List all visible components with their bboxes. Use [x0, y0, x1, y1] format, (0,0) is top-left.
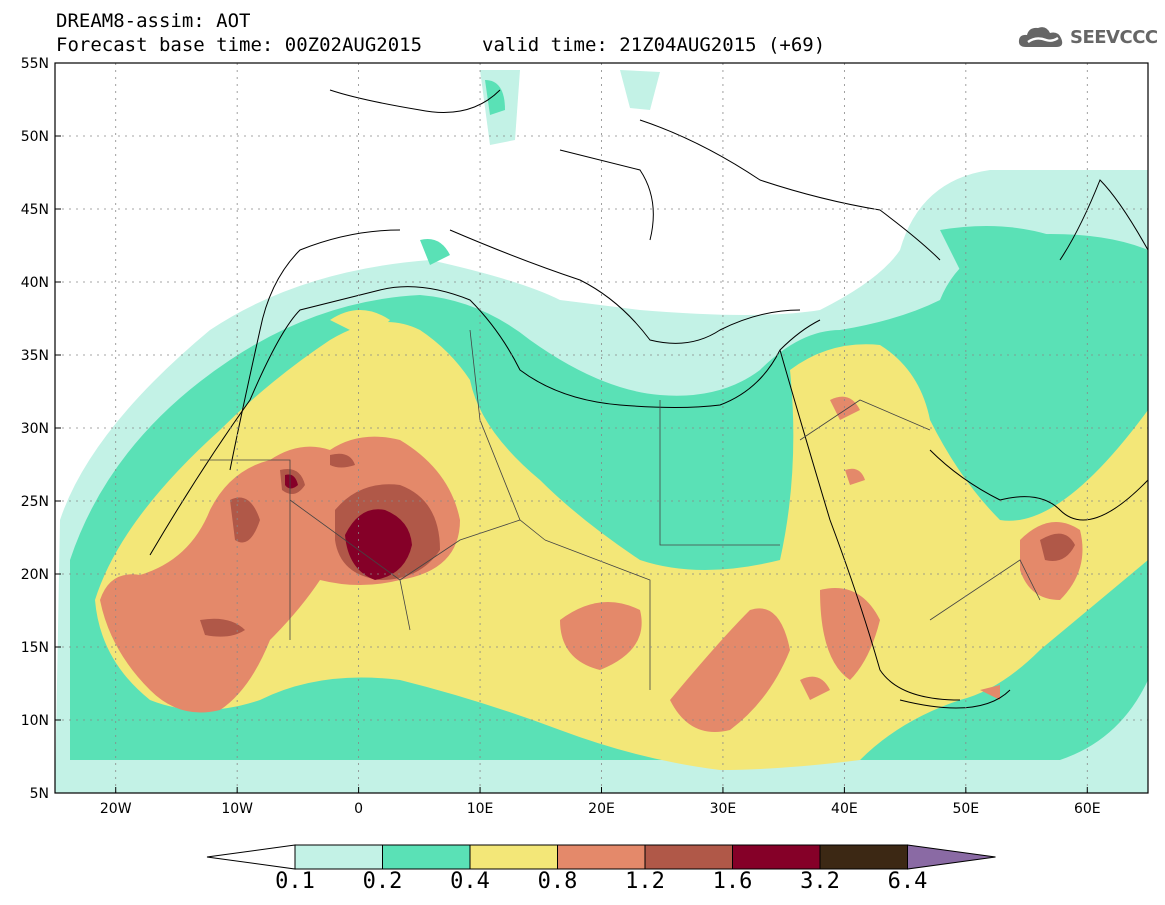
colorbar-label: 0.2 — [362, 869, 403, 894]
lon-tick-labels: 20W 10W 0 10E 20E 30E 40E 50E 60E — [100, 787, 1101, 817]
colorbar-label: 0.4 — [450, 869, 490, 894]
lat-tick-label: 30N — [21, 421, 49, 437]
lon-tick-label: 60E — [1074, 801, 1101, 817]
colorbar-label: 1.6 — [712, 869, 753, 894]
forecast-base-time: Forecast base time: 00Z02AUG2015 — [56, 34, 423, 56]
colorbar-swatch — [819, 844, 908, 870]
logo-text: SEEVCCC — [1070, 26, 1158, 48]
colorbar-swatch — [382, 844, 471, 870]
lat-tick-label: 25N — [21, 494, 49, 510]
colorbar-label: 3.2 — [800, 869, 840, 894]
colorbar-label: 6.4 — [887, 869, 928, 894]
colorbar-swatch — [732, 844, 821, 870]
lon-tick-label: 20E — [588, 801, 615, 817]
lon-tick-label: 30E — [710, 801, 737, 817]
colorbar-swatch — [469, 844, 558, 870]
cloud-icon — [1018, 27, 1063, 47]
country-borders — [200, 329, 1041, 690]
colorbar-swatch — [294, 844, 383, 870]
colorbar-label: 1.2 — [625, 869, 665, 894]
lat-tick-label: 40N — [21, 275, 49, 291]
lat-tick-label: 55N — [21, 56, 49, 72]
map-title: DREAM8-assim: AOT — [56, 10, 251, 32]
colorbar-over-arrow — [907, 844, 996, 870]
lat-tick-label: 45N — [21, 202, 49, 218]
lat-tick-labels: 55N 50N 45N 40N 35N 30N 25N 20N 15N 10N 5N — [21, 56, 61, 802]
lon-tick-label: 40E — [831, 801, 858, 817]
aot-colorbar — [206, 844, 996, 870]
lon-tick-label: 20W — [100, 801, 132, 817]
colorbar-swatch — [557, 844, 646, 870]
colorbar-swatch — [644, 844, 733, 870]
lat-tick-label: 15N — [21, 640, 49, 656]
coastlines — [149, 89, 1148, 709]
colorbar-label: 0.8 — [537, 869, 578, 894]
lon-tick-label: 10E — [467, 801, 494, 817]
lon-tick-label: 50E — [952, 801, 979, 817]
seevccc-logo: SEEVCCC — [1016, 22, 1158, 52]
lon-tick-label: 0 — [354, 801, 363, 817]
valid-time: valid time: 21Z04AUG2015 (+69) — [482, 34, 826, 56]
lat-tick-label: 20N — [21, 567, 49, 583]
colorbar-under-arrow — [206, 844, 296, 870]
lon-tick-label: 10W — [221, 801, 253, 817]
aot-level-1.6 — [285, 474, 412, 580]
lat-tick-label: 5N — [30, 786, 49, 802]
lat-tick-label: 50N — [21, 129, 49, 145]
colorbar-label: 0.1 — [275, 869, 315, 894]
lat-tick-label: 35N — [21, 348, 49, 364]
lat-tick-label: 10N — [21, 713, 49, 729]
